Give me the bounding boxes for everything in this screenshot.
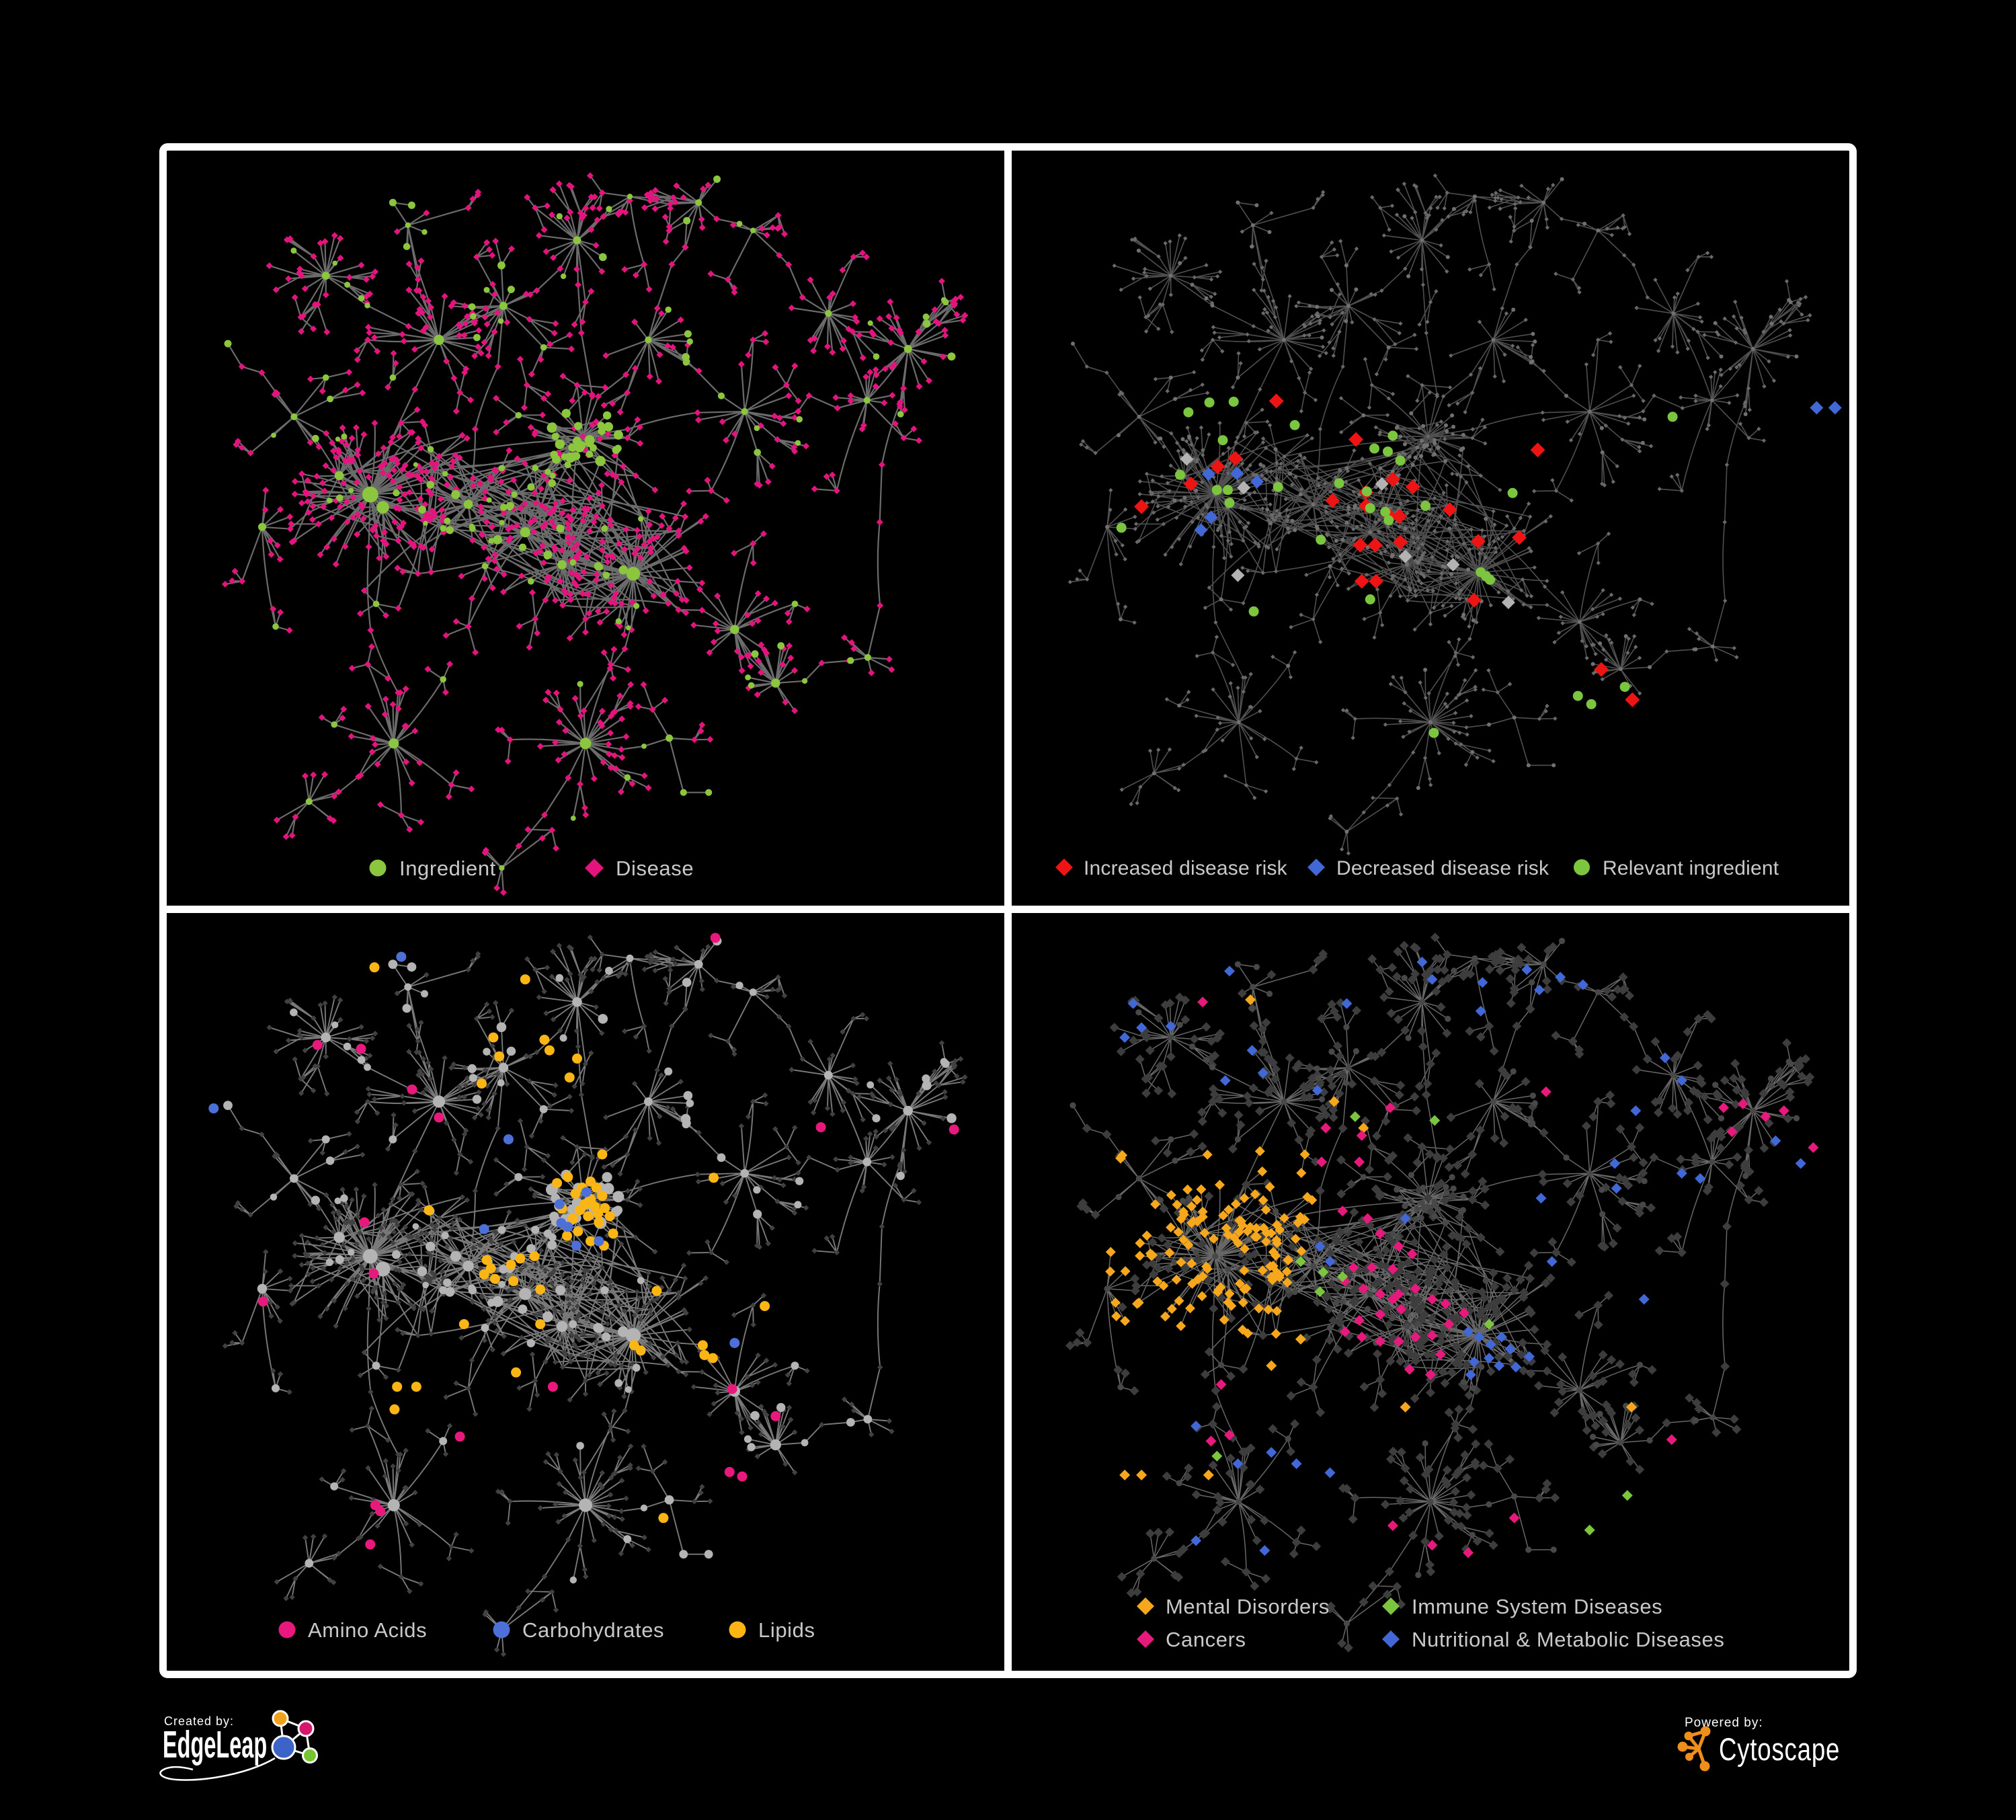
svg-text:Increased disease risk: Increased disease risk (1084, 857, 1288, 879)
svg-text:Mental Disorders: Mental Disorders (1166, 1595, 1330, 1618)
svg-text:Ingredient: Ingredient (399, 857, 496, 880)
svg-text:Amino Acids: Amino Acids (308, 1618, 427, 1642)
svg-text:Nutritional & Metabolic Diseas: Nutritional & Metabolic Diseases (1412, 1628, 1724, 1651)
svg-text:Relevant ingredient: Relevant ingredient (1603, 857, 1779, 879)
svg-text:Powered by:: Powered by: (1685, 1716, 1763, 1730)
svg-text:Created by:: Created by: (164, 1714, 234, 1728)
svg-text:EdgeLeap: EdgeLeap (163, 1723, 267, 1766)
svg-text:Carbohydrates: Carbohydrates (522, 1618, 664, 1642)
svg-text:Cancers: Cancers (1166, 1628, 1246, 1651)
svg-text:Immune System Diseases: Immune System Diseases (1412, 1595, 1662, 1618)
svg-text:Cytoscape: Cytoscape (1719, 1732, 1840, 1767)
svg-text:Lipids: Lipids (758, 1618, 815, 1642)
svg-text:Disease: Disease (616, 857, 694, 880)
svg-text:Decreased disease risk: Decreased disease risk (1336, 857, 1549, 879)
